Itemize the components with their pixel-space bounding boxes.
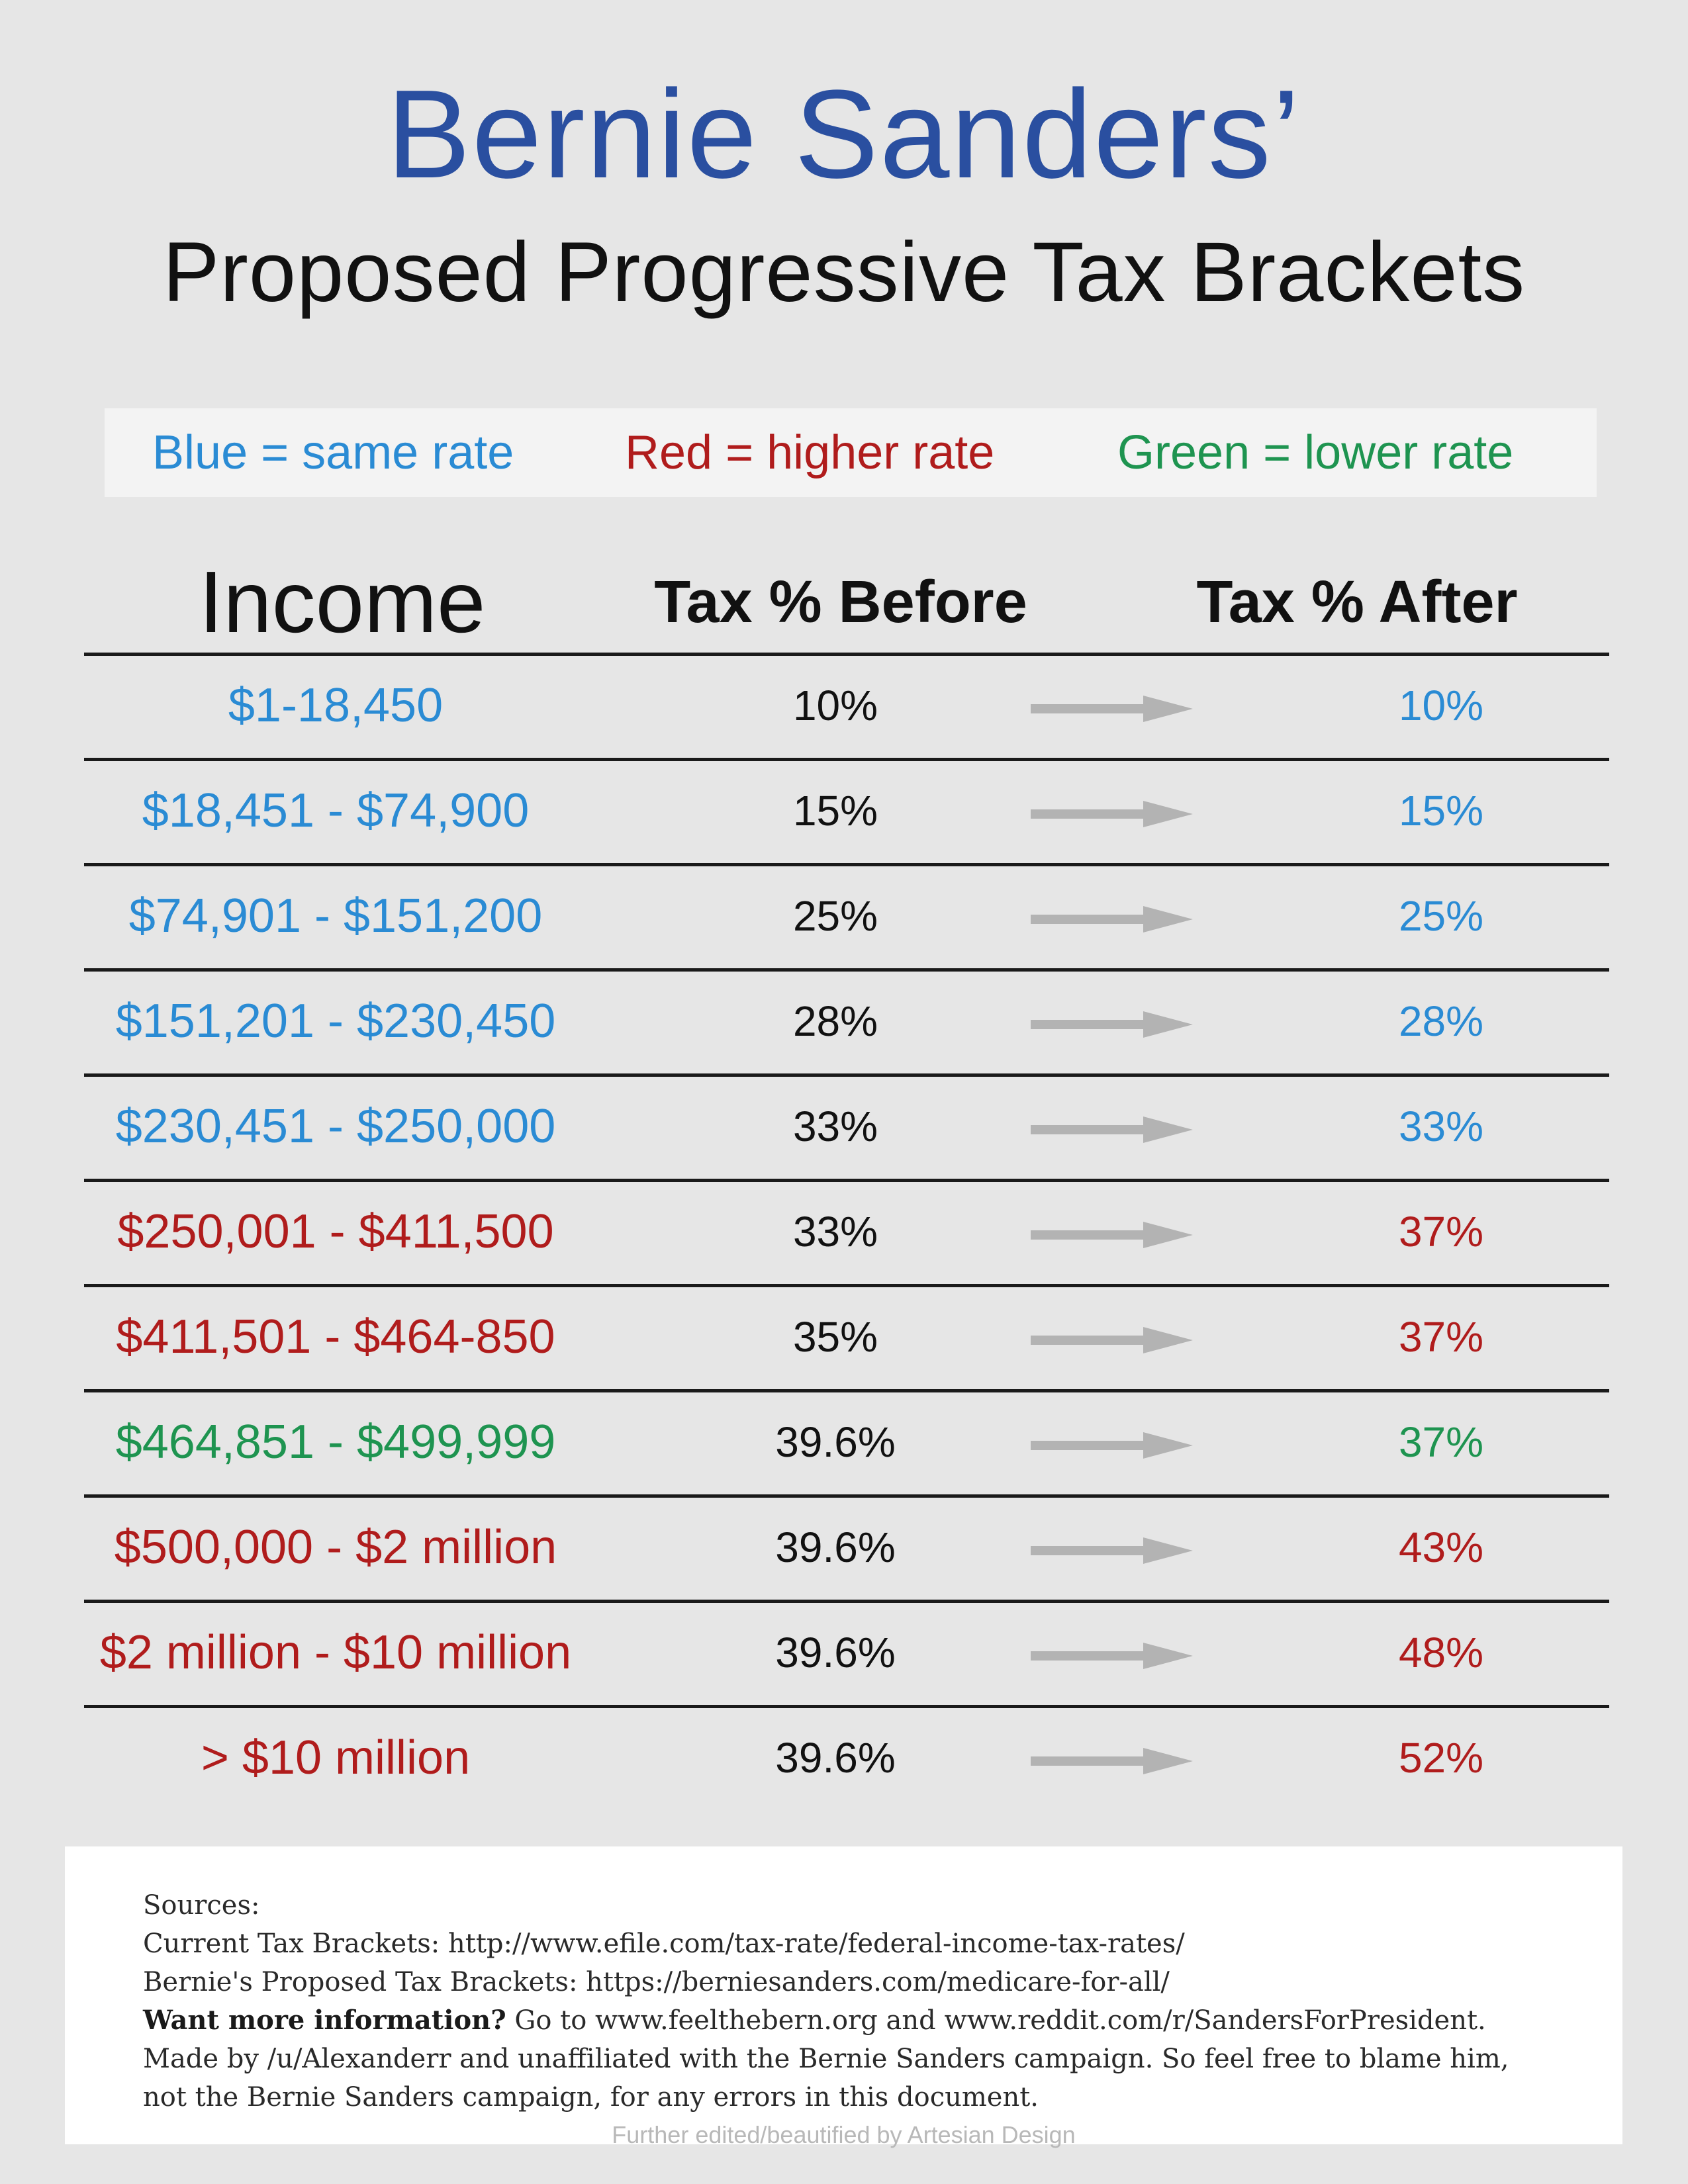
table-rule [84,1073,1609,1077]
tax-before: 28% [792,997,878,1045]
tax-before: 39.6% [775,1734,896,1782]
tax-after: 37% [1398,1313,1484,1361]
arrow-right-icon [1031,1327,1193,1353]
color-legend: Blue = same rate Red = higher rate Green… [105,408,1597,497]
arrow-right-icon [1031,801,1193,827]
table-rule [84,968,1609,972]
tax-after: 25% [1398,892,1484,940]
income-range: $500,000 - $2 million [114,1521,557,1574]
income-range: $74,901 - $151,200 [128,889,543,942]
table-row: $2 million - $10 million 39.6% 48% [84,1603,1609,1705]
table-row: $151,201 - $230,450 28% 28% [84,972,1609,1073]
tax-before: 10% [792,682,878,729]
table-row: $74,901 - $151,200 25% 25% [84,866,1609,968]
tax-after: 43% [1398,1524,1484,1571]
tax-after: 28% [1398,997,1484,1045]
source-current-brackets: Current Tax Brackets: http://www.efile.c… [143,1929,1185,1959]
table-row: $1-18,450 10% 10% [84,656,1609,758]
table-rule [84,1600,1609,1603]
tax-after: 10% [1398,682,1484,729]
income-range: $250,001 - $411,500 [117,1205,554,1258]
arrow-right-icon [1031,696,1193,722]
disclaimer-line-1: Made by /u/Alexanderr and unaffiliated w… [143,2044,1509,2074]
tax-bracket-table: $1-18,450 10% 10% $18,451 - $74,900 15% 15% $7… [84,653,1609,1810]
source-proposed-brackets: Bernie's Proposed Tax Brackets: https://… [143,1967,1170,1997]
table-rule [84,1284,1609,1287]
tax-before: 35% [792,1313,878,1361]
tax-after: 15% [1398,787,1484,835]
table-rule [84,653,1609,656]
more-info-text: Go to www.feelthebern.org and www.reddit… [506,2005,1486,2036]
sources-text: Sources: Current Tax Brackets: http://ww… [143,1886,1509,2116]
tax-after: 37% [1398,1208,1484,1255]
income-range: $2 million - $10 million [99,1626,572,1679]
header-tax-after: Tax % After [1196,569,1518,635]
arrow-right-icon [1031,1432,1193,1459]
tax-before: 25% [792,892,878,940]
table-row: $464,851 - $499,999 39.6% 37% [84,1392,1609,1494]
sources-panel: Sources: Current Tax Brackets: http://ww… [65,1846,1622,2148]
table-row: $230,451 - $250,000 33% 33% [84,1077,1609,1179]
more-info-line: Want more information? Go to www.feelthe… [143,2001,1509,2040]
tax-after: 37% [1398,1418,1484,1466]
arrow-right-icon [1031,1116,1193,1143]
arrow-right-icon [1031,906,1193,933]
table-row: $411,501 - $464-850 35% 37% [84,1287,1609,1389]
tax-before: 39.6% [775,1418,896,1466]
table-rule [84,863,1609,866]
tax-before: 15% [792,787,878,835]
legend-same-rate: Blue = same rate [152,426,514,479]
income-range: $1-18,450 [228,679,444,732]
tax-before: 39.6% [775,1629,896,1676]
arrow-right-icon [1031,1643,1193,1669]
income-range: $18,451 - $74,900 [142,784,530,837]
page-subtitle: Proposed Progressive Tax Brackets [162,225,1526,320]
disclaimer-line-2: not the Bernie Sanders campaign, for any… [143,2082,1039,2113]
sources-heading: Sources: [143,1890,260,1921]
tax-before: 33% [792,1208,878,1255]
design-credit: Further edited/beautified by Artesian De… [612,2121,1076,2148]
tax-before: 33% [792,1103,878,1150]
table-rule [84,1389,1609,1392]
income-range: $151,201 - $230,450 [115,995,556,1048]
tax-after: 48% [1398,1629,1484,1676]
legend-lower-rate: Green = lower rate [1117,426,1514,479]
arrow-right-icon [1031,1537,1193,1564]
income-range: $230,451 - $250,000 [115,1100,556,1153]
tax-after: 52% [1398,1734,1484,1782]
table-rule [84,1705,1609,1708]
header-tax-before: Tax % Before [654,569,1027,635]
income-range: $464,851 - $499,999 [115,1416,556,1469]
header-income: Income [199,553,486,651]
arrow-right-icon [1031,1748,1193,1774]
table-rule [84,1494,1609,1498]
table-rule [84,1179,1609,1182]
tax-after: 33% [1398,1103,1484,1150]
legend-higher-rate: Red = higher rate [625,426,995,479]
more-info-label: Want more information? [143,2005,506,2036]
arrow-right-icon [1031,1222,1193,1248]
table-row: $250,001 - $411,500 33% 37% [84,1182,1609,1284]
page-title: Bernie Sanders’ [387,64,1301,205]
table-row: $500,000 - $2 million 39.6% 43% [84,1498,1609,1600]
tax-before: 39.6% [775,1524,896,1571]
table-row: $18,451 - $74,900 15% 15% [84,761,1609,863]
table-rule [84,758,1609,761]
table-row: > $10 million 39.6% 52% [84,1708,1609,1810]
income-range: > $10 million [201,1731,471,1784]
income-range: $411,501 - $464-850 [116,1310,555,1363]
arrow-right-icon [1031,1011,1193,1038]
